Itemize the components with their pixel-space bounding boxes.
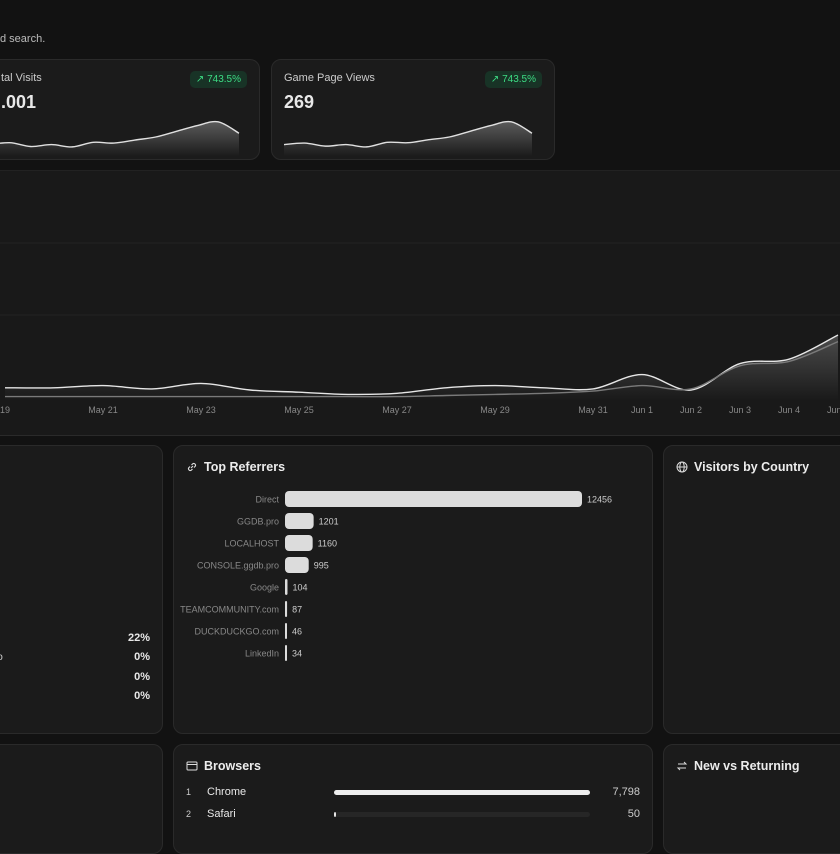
x-tick-label: May 23 xyxy=(186,405,216,415)
referrer-label: GGDB.pro xyxy=(237,517,279,527)
stat-value: 269 xyxy=(284,92,315,112)
link-icon xyxy=(187,462,197,472)
sparkline xyxy=(284,120,533,156)
area xyxy=(0,121,239,156)
traffic-chart: 19 May 21 May 23 May 25 May 27 May 29 May 31 Ju… xyxy=(0,242,840,415)
x-tick-label: Jun 2 xyxy=(680,405,702,415)
bar xyxy=(285,491,582,507)
referrer-label: LOCALHOST xyxy=(224,539,279,549)
bar-value: 34 xyxy=(292,649,302,659)
x-tick-label: Jun 4 xyxy=(778,405,800,415)
x-tick-label: May 27 xyxy=(382,405,412,415)
change-text: 743.5% xyxy=(502,74,536,85)
bar xyxy=(334,812,336,817)
line xyxy=(5,340,839,398)
referrer-label: Google xyxy=(250,583,279,593)
x-tick-label: May 29 xyxy=(480,405,510,415)
bar xyxy=(285,535,313,551)
card-title: Browsers xyxy=(204,759,261,773)
referrer-label: TEAMCOMMUNITY.com xyxy=(180,605,279,615)
change-badge: ↗ 743.5% xyxy=(189,71,247,88)
card xyxy=(0,744,163,854)
line xyxy=(4,334,839,396)
referrer-label: CONSOLE.ggdb.pro xyxy=(197,561,279,571)
bar-value: 995 xyxy=(314,561,329,571)
swap-icon xyxy=(676,761,688,771)
globe-icon xyxy=(676,461,688,473)
rank: 1 xyxy=(186,787,192,797)
row-value: 0% xyxy=(134,670,150,683)
card: New vs Returning xyxy=(663,744,840,854)
x-tick-label: Jun 3 xyxy=(729,405,751,415)
referrer-label: DUCKDUCKGO.com xyxy=(194,627,279,637)
browser-icon xyxy=(186,761,198,771)
referrer-label: LinkedIn xyxy=(245,649,279,659)
x-tick-label: May 25 xyxy=(284,405,314,415)
card-title: New vs Returning xyxy=(694,759,800,773)
stat-label: Game Page Views xyxy=(284,72,375,84)
bar xyxy=(285,557,309,573)
row-value: 22% xyxy=(127,632,150,644)
card: Visitors by Country xyxy=(663,445,840,734)
row-value: 0% xyxy=(134,689,150,702)
change-text: 743.5% xyxy=(207,74,241,85)
bar-value: 1160 xyxy=(318,539,337,549)
bar-value: 46 xyxy=(292,627,302,637)
stat-value: .001 xyxy=(1,92,37,112)
x-tick-label: Jun 1 xyxy=(631,405,653,415)
subtitle: d search. xyxy=(0,33,46,45)
rank: 2 xyxy=(186,809,192,819)
sparkline xyxy=(0,120,240,156)
card: 22% o 0% 0% 0% xyxy=(0,445,163,734)
bar xyxy=(285,579,288,595)
x-tick-label: May 31 xyxy=(578,405,608,415)
x-tick-label: 19 xyxy=(0,405,10,415)
stat-card: Game Page Views 269 ↗ 743.5% xyxy=(271,59,555,160)
row-value: 0% xyxy=(134,651,150,664)
row-label: o xyxy=(0,651,3,663)
stat-card: tal Visits .001 ↗ 743.5% xyxy=(0,59,260,160)
bar xyxy=(285,645,287,661)
bar-track xyxy=(334,812,590,817)
card: Top Referrers Direct 12456 GGDB.pro 1201 LOC… xyxy=(173,445,653,734)
browser-value: 50 xyxy=(627,808,640,820)
stat-label: tal Visits xyxy=(1,72,42,84)
browser-value: 7,798 xyxy=(612,786,640,798)
referrer-label: Direct xyxy=(255,495,279,505)
referrer-chart: Direct 12456 GGDB.pro 1201 LOCALHOST 1160 CONS… xyxy=(180,491,612,661)
change-badge: ↗ 743.5% xyxy=(484,71,542,88)
x-tick-label: Jun 5 xyxy=(827,405,840,415)
bar-value: 87 xyxy=(292,605,302,615)
x-tick-label: May 21 xyxy=(88,405,118,415)
chart-panel: 19 May 21 May 23 May 25 May 27 May 29 May 31 Ju… xyxy=(0,170,840,436)
bar-value: 12456 xyxy=(587,495,612,505)
line xyxy=(284,120,533,148)
browser-name: Safari xyxy=(207,808,236,820)
track xyxy=(334,812,590,817)
area xyxy=(284,121,532,156)
bar xyxy=(334,790,590,795)
bar-track xyxy=(334,790,590,795)
card: Browsers 1 Chrome 7,798 2 Safari 50 xyxy=(173,744,653,854)
card-title: Top Referrers xyxy=(204,460,286,474)
bar xyxy=(285,623,287,639)
bar-value: 104 xyxy=(292,583,307,593)
bar xyxy=(285,601,288,617)
bar xyxy=(285,513,314,529)
browser-name: Chrome xyxy=(207,786,247,798)
bar-value: 1201 xyxy=(319,517,339,527)
line xyxy=(0,120,240,148)
card-title: Visitors by Country xyxy=(694,460,810,474)
